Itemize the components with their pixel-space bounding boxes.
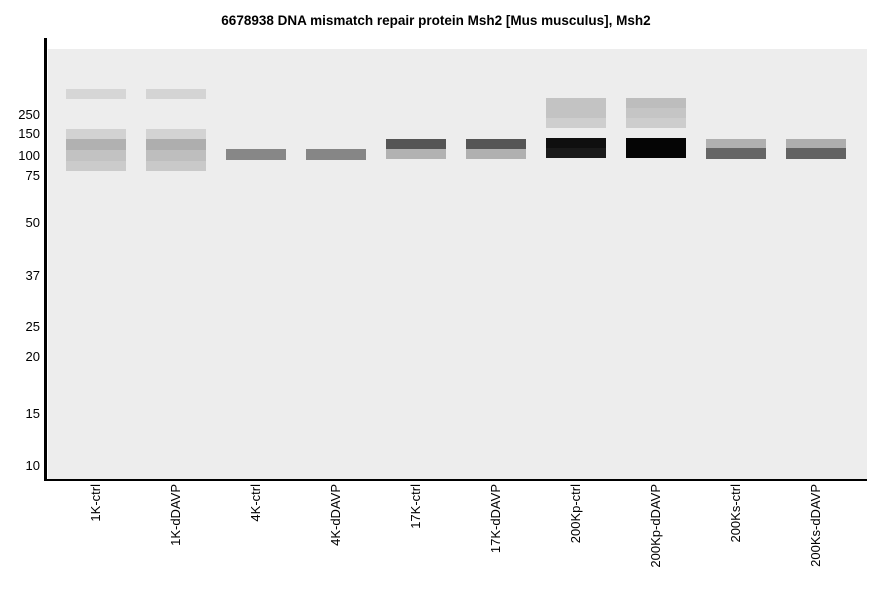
blot-band <box>146 161 206 171</box>
blot-band <box>66 89 126 99</box>
lane-label: 4K-ctrl <box>248 484 263 522</box>
blot-band <box>626 98 686 108</box>
y-axis-tick-label: 75 <box>25 168 40 183</box>
lane-label: 1K-ctrl <box>88 484 103 522</box>
blot-band <box>386 139 446 149</box>
blot-band <box>66 139 126 150</box>
blot-band <box>546 98 606 118</box>
blot-band <box>706 148 766 159</box>
blot-band <box>626 108 686 118</box>
chart-title: 6678938 DNA mismatch repair protein Msh2… <box>221 13 651 28</box>
blot-band <box>146 129 206 139</box>
blot-band <box>706 139 766 148</box>
y-axis-tick-label: 150 <box>18 126 40 141</box>
y-axis-tick-label: 10 <box>25 458 40 473</box>
blot-band <box>546 118 606 128</box>
y-axis-tick-label: 15 <box>25 406 40 421</box>
blot-band <box>466 149 526 159</box>
blot-band <box>626 138 686 158</box>
lane-label: 200Kp-ctrl <box>568 484 583 544</box>
blot-band <box>146 139 206 150</box>
blot-band <box>786 148 846 159</box>
blot-band <box>386 149 446 159</box>
y-axis-tick-label: 37 <box>25 268 40 283</box>
lane-label: 1K-dDAVP <box>168 484 183 546</box>
y-axis-tick-label: 100 <box>18 148 40 163</box>
y-axis-tick-label: 250 <box>18 107 40 122</box>
blot-band <box>546 138 606 148</box>
lane-label: 4K-dDAVP <box>328 484 343 546</box>
blot-band <box>146 150 206 161</box>
lane-label: 200Ks-ctrl <box>728 484 743 543</box>
x-axis-line <box>44 478 867 481</box>
blot-band <box>66 161 126 171</box>
lane-label: 17K-dDAVP <box>488 484 503 554</box>
y-axis-tick-label: 50 <box>25 215 40 230</box>
lane-label: 17K-ctrl <box>408 484 423 529</box>
blot-band <box>786 139 846 148</box>
y-axis-tick-label: 20 <box>25 349 40 364</box>
blot-plot-area <box>48 49 867 479</box>
blot-band <box>466 139 526 149</box>
y-axis-tick-label: 25 <box>25 319 40 334</box>
blot-band <box>226 149 286 160</box>
blot-band <box>66 129 126 139</box>
blot-band <box>306 149 366 160</box>
lane-label: 200Ks-dDAVP <box>808 484 823 567</box>
blot-band <box>146 89 206 99</box>
blot-band <box>626 118 686 128</box>
lane-label: 200Kp-dDAVP <box>648 484 663 568</box>
blot-band <box>66 150 126 161</box>
y-axis-line <box>44 38 47 481</box>
blot-band <box>546 148 606 158</box>
